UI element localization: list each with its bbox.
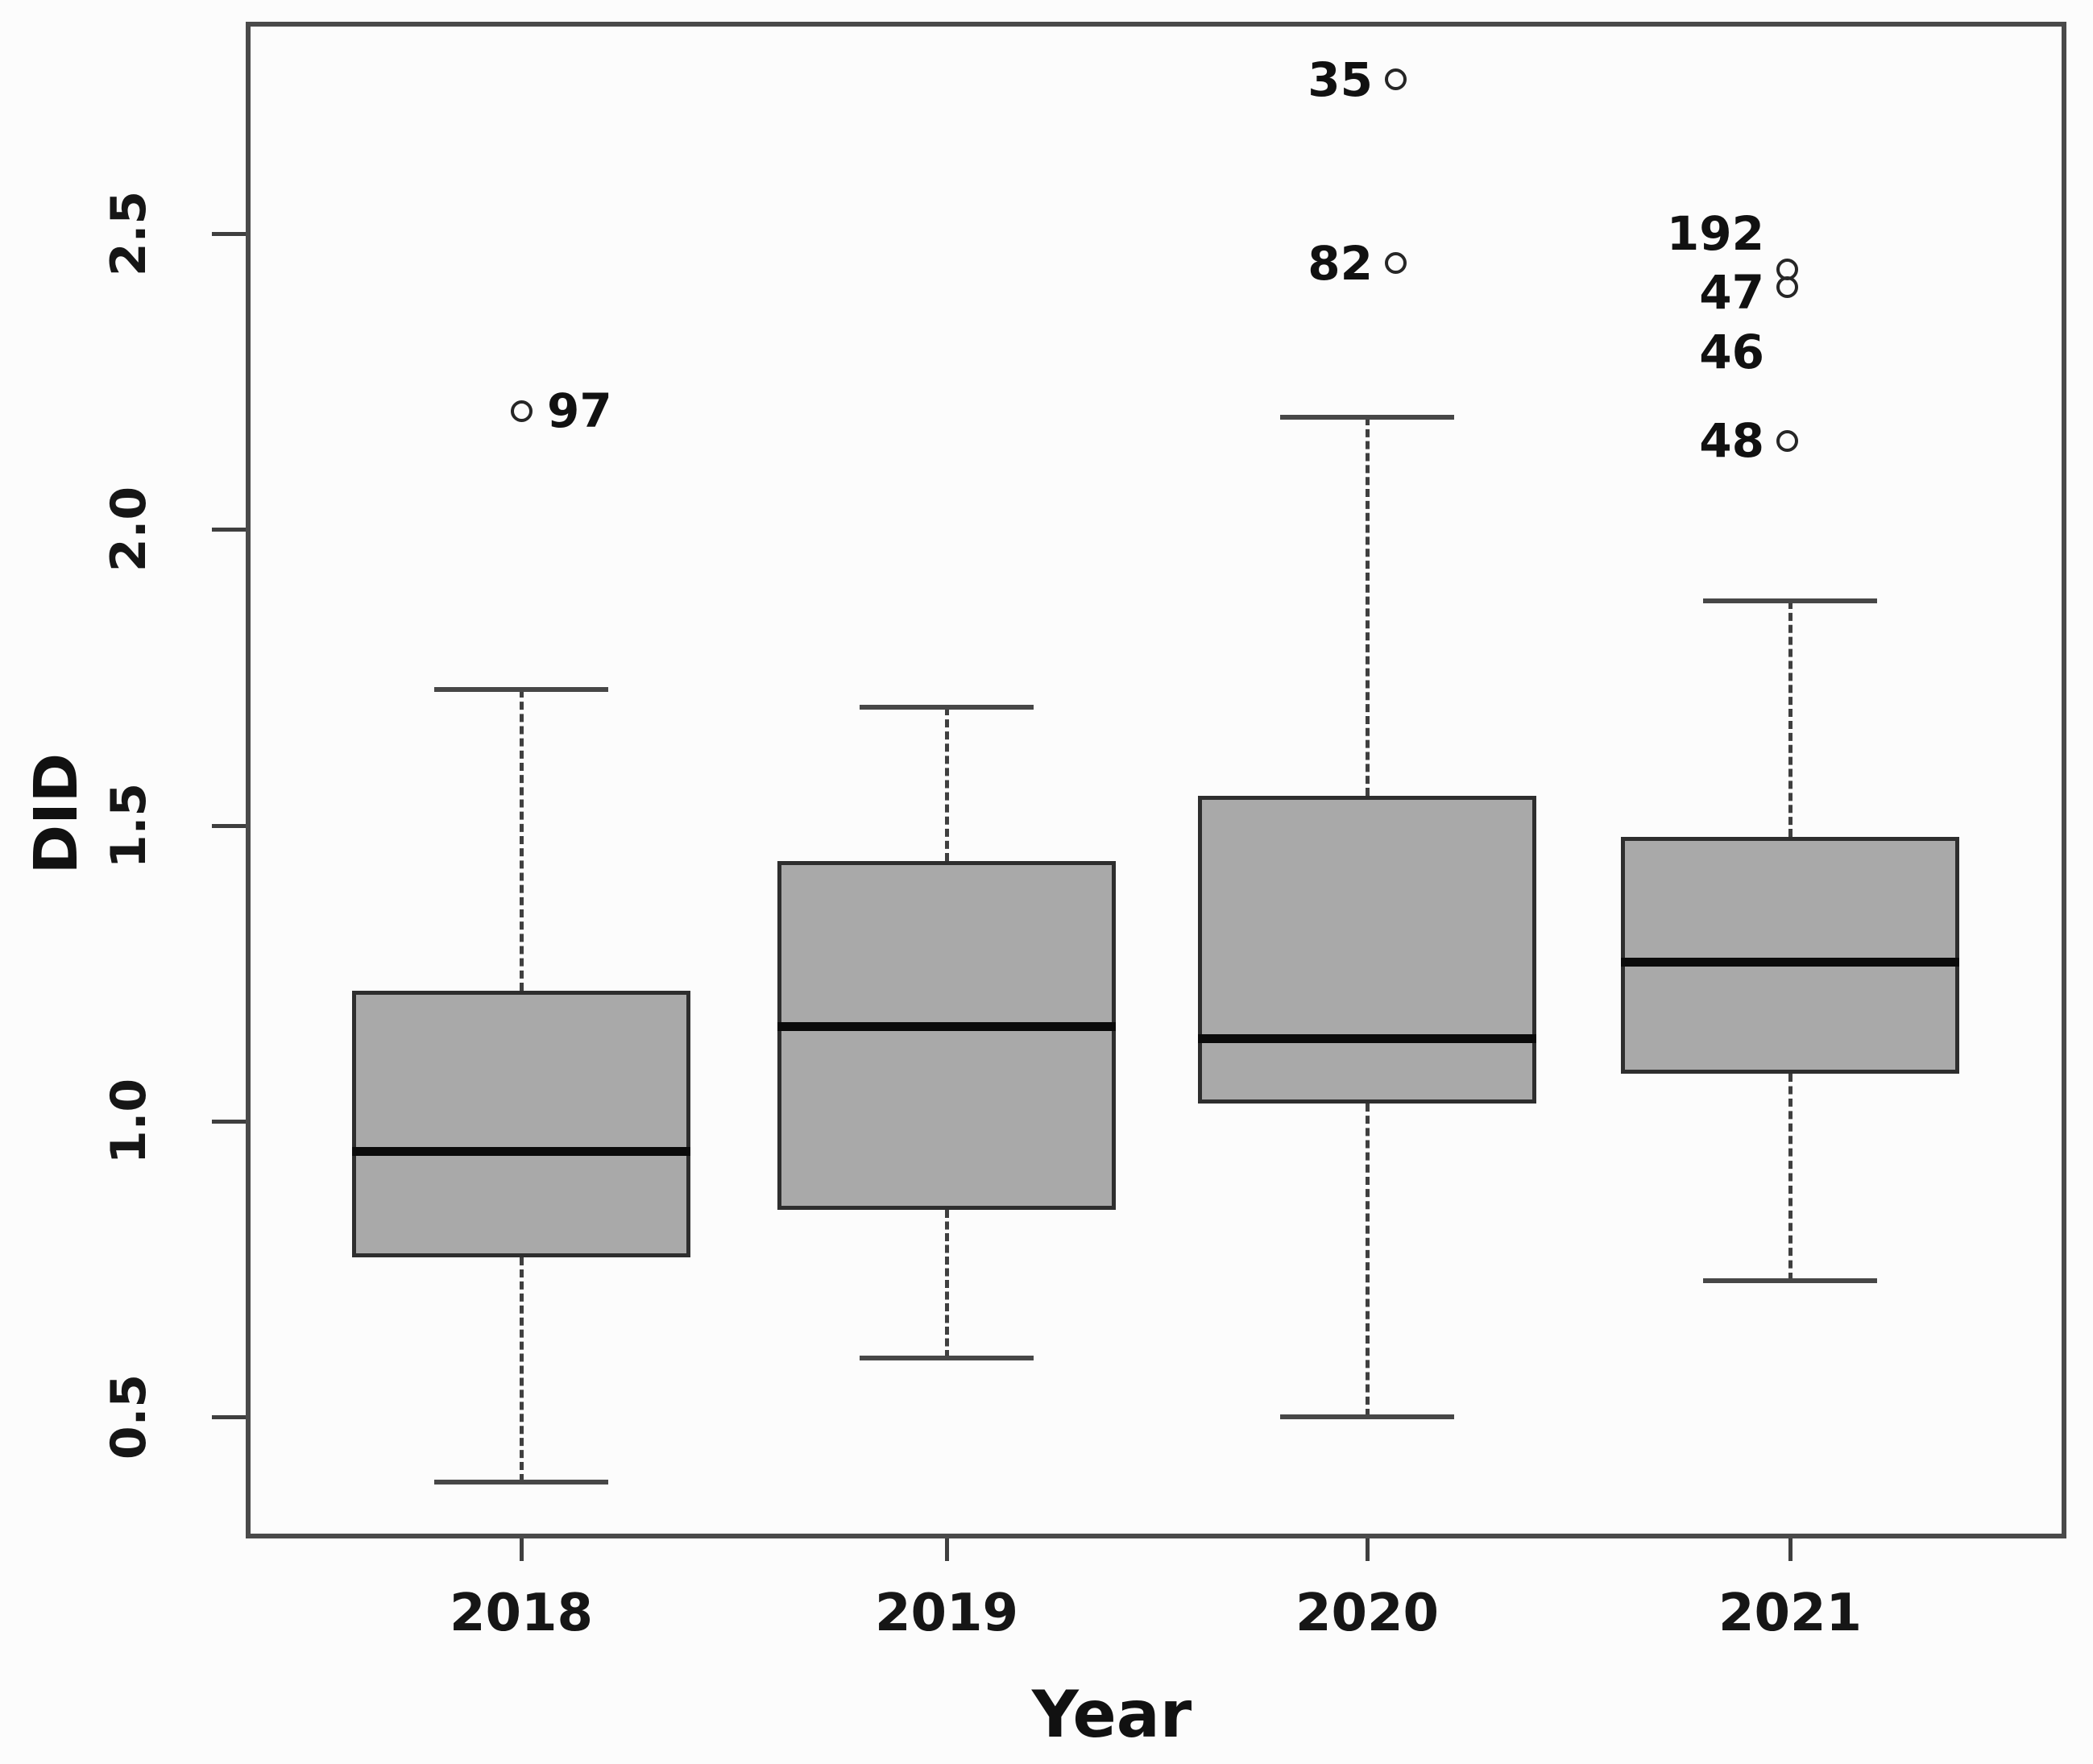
y-tick-label: 0.5 — [101, 1374, 157, 1460]
outlier-label-2021-48: 48 — [1699, 413, 1764, 469]
plot-area — [246, 22, 2066, 1538]
box-2018 — [352, 991, 690, 1258]
whisker-upper-2019 — [945, 706, 949, 861]
median-2021 — [1621, 957, 1959, 967]
y-tick-mark — [212, 528, 246, 532]
outlier-label-2021-192: 192 — [1666, 206, 1764, 261]
whisker-upper-2021 — [1788, 600, 1793, 838]
outlier-label-2021-46: 46 — [1699, 324, 1764, 379]
median-2020 — [1198, 1034, 1536, 1044]
x-tick-mark-2020 — [1366, 1538, 1370, 1561]
median-2019 — [777, 1022, 1116, 1032]
x-tick-mark-2021 — [1788, 1538, 1793, 1561]
outlier-label-2018-97: 97 — [547, 383, 612, 439]
outlier-circle-2020-82 — [1384, 252, 1407, 275]
y-tick-label: 2.0 — [101, 487, 157, 573]
outlier-circle-2018-97 — [510, 400, 533, 422]
outlier-label-2020-35: 35 — [1308, 52, 1373, 107]
box-2019 — [777, 860, 1116, 1211]
x-category-label-2021: 2021 — [1718, 1584, 1863, 1643]
y-tick-label: 2.5 — [101, 190, 157, 277]
whisker-lower-2019 — [945, 1210, 949, 1358]
outlier-circle-2021-48 — [1776, 429, 1798, 452]
box-2021 — [1621, 837, 1959, 1075]
x-tick-mark-2018 — [520, 1538, 524, 1561]
whisker-lower-2020 — [1366, 1104, 1370, 1418]
box-2020 — [1198, 795, 1536, 1104]
whisker-upper-2020 — [1366, 416, 1370, 796]
whisker-cap-high-2021 — [1703, 598, 1877, 603]
y-tick-label: 1.0 — [101, 1078, 157, 1165]
whisker-lower-2018 — [520, 1257, 524, 1483]
whisker-cap-high-2019 — [860, 704, 1034, 710]
whisker-cap-low-2020 — [1280, 1414, 1454, 1420]
x-category-label-2019: 2019 — [874, 1584, 1019, 1643]
outlier-circle-2021-47 — [1776, 275, 1798, 298]
outlier-circle-2020-35 — [1384, 68, 1407, 91]
whisker-cap-low-2021 — [1703, 1278, 1877, 1284]
whisker-cap-low-2019 — [860, 1355, 1034, 1360]
x-category-label-2020: 2020 — [1295, 1584, 1440, 1643]
whisker-cap-high-2020 — [1280, 414, 1454, 420]
y-tick-mark — [212, 823, 246, 828]
outlier-label-2021-47: 47 — [1699, 265, 1764, 321]
y-tick-mark — [212, 232, 246, 236]
whisker-upper-2018 — [520, 689, 524, 992]
whisker-cap-high-2018 — [434, 686, 608, 692]
y-tick-mark — [212, 1120, 246, 1124]
median-2018 — [352, 1146, 690, 1156]
x-axis-title: Year — [1031, 1677, 1192, 1752]
y-axis-title: DID — [22, 752, 91, 875]
whisker-lower-2021 — [1788, 1074, 1793, 1282]
outlier-label-2020-82: 82 — [1308, 235, 1373, 291]
y-tick-mark — [212, 1415, 246, 1420]
whisker-cap-low-2018 — [434, 1480, 608, 1485]
x-category-label-2018: 2018 — [449, 1584, 594, 1643]
y-tick-label: 1.5 — [101, 782, 157, 868]
x-tick-mark-2019 — [945, 1538, 949, 1561]
